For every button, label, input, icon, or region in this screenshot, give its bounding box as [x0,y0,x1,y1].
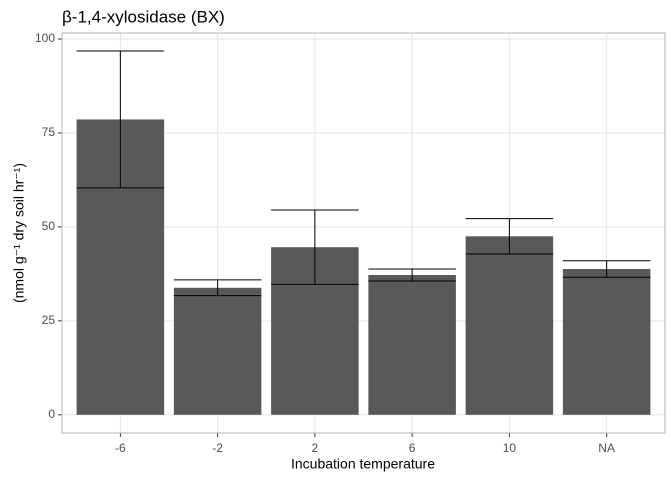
x-tick-label: 6 [409,441,416,455]
x-tick-label: 10 [503,441,517,455]
x-tick-label: -6 [115,441,126,455]
chart-title: β-1,4-xylosidase (BX) [62,7,225,26]
y-tick-label: 0 [48,407,55,421]
x-tick-label: -2 [212,441,223,455]
bar [562,269,651,415]
x-axis-label: Incubation temperature [291,456,435,472]
bar [465,236,554,415]
bar [173,287,262,415]
y-tick-label: 75 [42,125,56,139]
panel-border [61,32,666,434]
y-tick-label: 100 [35,31,55,45]
y-tick-label: 50 [42,219,56,233]
x-tick-label: NA [598,441,615,455]
bar [368,275,456,415]
y-tick-label: 25 [42,313,56,327]
x-tick-label: 2 [312,441,319,455]
y-axis-label: (nmol g⁻¹ dry soil hr⁻¹) [11,163,27,303]
